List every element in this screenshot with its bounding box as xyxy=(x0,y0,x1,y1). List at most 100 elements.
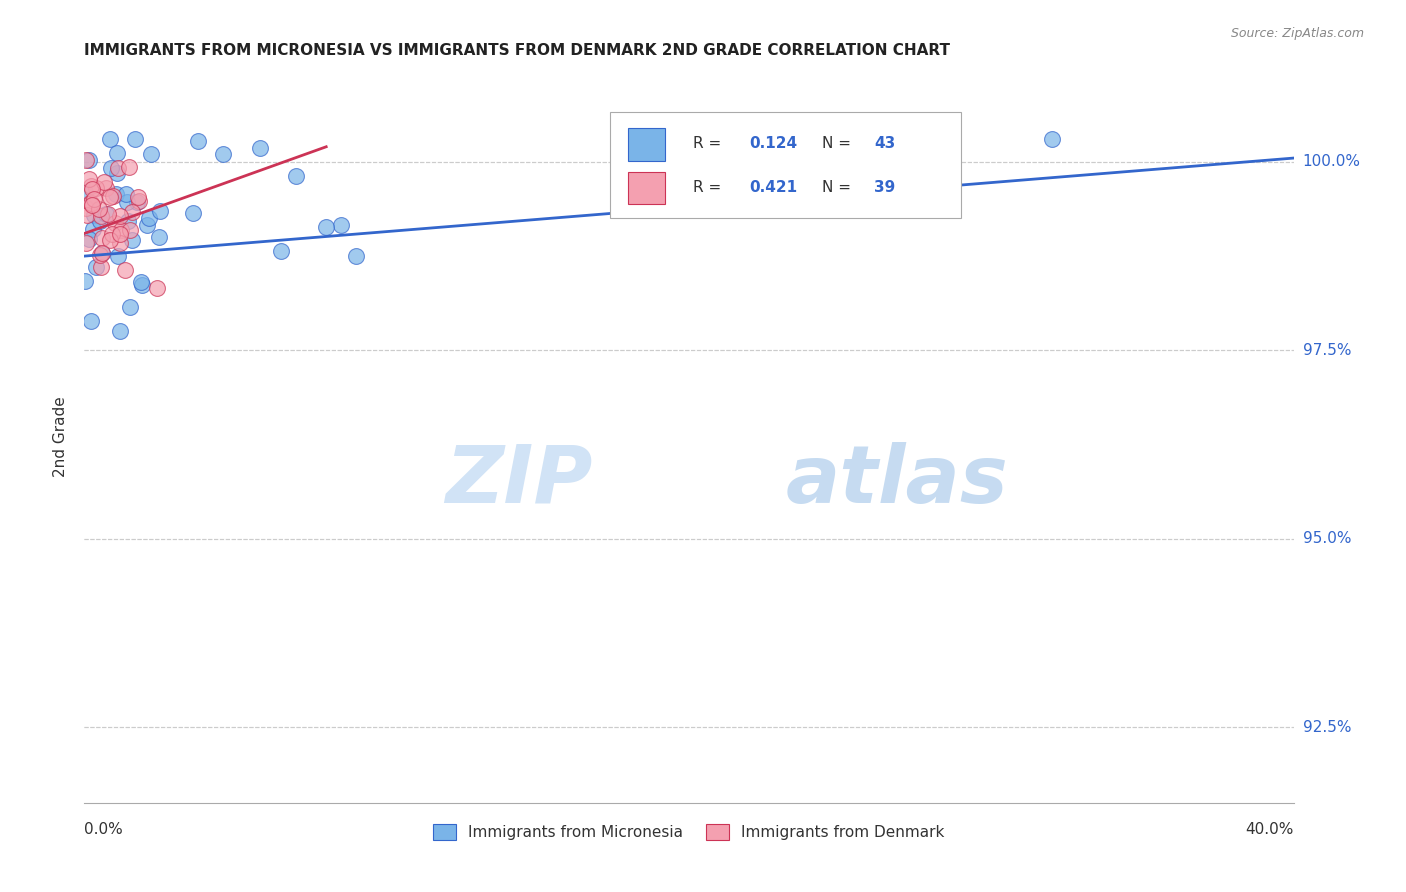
Point xyxy=(127,190,149,204)
Point xyxy=(94,207,117,221)
Point xyxy=(75,201,97,215)
Point xyxy=(75,185,97,199)
Point xyxy=(80,314,103,328)
Point xyxy=(77,171,100,186)
Point xyxy=(105,146,128,161)
Text: 0.124: 0.124 xyxy=(749,136,797,152)
Point xyxy=(90,260,112,274)
Point xyxy=(270,244,292,259)
Point xyxy=(108,227,131,241)
Point xyxy=(138,211,160,226)
Point xyxy=(108,209,131,223)
Point xyxy=(90,246,112,260)
Point xyxy=(80,198,103,212)
Text: 43: 43 xyxy=(875,136,896,152)
Point xyxy=(117,160,139,174)
Point xyxy=(117,195,139,210)
Point xyxy=(110,223,132,237)
Point xyxy=(187,135,209,149)
Point xyxy=(73,274,96,288)
Point xyxy=(1040,132,1063,146)
Point xyxy=(285,169,308,184)
Point xyxy=(101,188,124,202)
Text: ZIP: ZIP xyxy=(444,442,592,520)
Point xyxy=(97,207,120,221)
Point xyxy=(83,208,105,222)
Point xyxy=(104,187,127,202)
Point xyxy=(94,181,117,195)
Point xyxy=(84,181,107,195)
Point xyxy=(80,178,103,193)
Text: IMMIGRANTS FROM MICRONESIA VS IMMIGRANTS FROM DENMARK 2ND GRADE CORRELATION CHAR: IMMIGRANTS FROM MICRONESIA VS IMMIGRANTS… xyxy=(84,43,950,58)
Point xyxy=(249,141,271,155)
Point xyxy=(107,161,129,176)
Legend: Immigrants from Micronesia, Immigrants from Denmark: Immigrants from Micronesia, Immigrants f… xyxy=(427,818,950,847)
Point xyxy=(89,248,111,262)
Point xyxy=(101,227,124,241)
Point xyxy=(80,182,103,196)
Point xyxy=(100,161,122,175)
Point xyxy=(346,248,368,262)
Point xyxy=(145,281,167,295)
Point xyxy=(124,132,146,146)
Point xyxy=(108,324,131,338)
Point xyxy=(114,263,136,277)
Point xyxy=(91,231,114,245)
Text: 97.5%: 97.5% xyxy=(1302,343,1351,358)
Point xyxy=(84,260,107,274)
Point xyxy=(89,202,111,216)
Point xyxy=(120,223,142,237)
Point xyxy=(93,175,115,189)
Text: 0.0%: 0.0% xyxy=(84,822,124,837)
Point xyxy=(104,216,127,230)
Point xyxy=(212,147,235,161)
Point xyxy=(110,235,132,250)
Point xyxy=(98,132,121,146)
Point xyxy=(77,153,100,168)
Y-axis label: 2nd Grade: 2nd Grade xyxy=(52,397,67,477)
Point xyxy=(77,231,100,245)
Point xyxy=(98,233,121,247)
Text: 40.0%: 40.0% xyxy=(1246,822,1294,837)
Point xyxy=(98,190,121,204)
Text: 39: 39 xyxy=(875,180,896,195)
Point xyxy=(148,230,170,244)
Point xyxy=(330,218,353,232)
Point xyxy=(315,220,337,235)
Point xyxy=(90,209,112,223)
Text: 95.0%: 95.0% xyxy=(1302,532,1351,547)
Bar xyxy=(628,128,665,161)
Text: 100.0%: 100.0% xyxy=(1302,154,1361,169)
Point xyxy=(90,246,112,260)
Point xyxy=(118,301,141,315)
Point xyxy=(75,235,97,250)
Point xyxy=(141,146,163,161)
Text: atlas: atlas xyxy=(786,442,1008,520)
Point xyxy=(80,195,103,210)
Text: N =: N = xyxy=(823,136,856,152)
Point xyxy=(149,204,172,219)
Point xyxy=(117,213,139,227)
Point xyxy=(76,208,98,222)
Point xyxy=(128,194,150,209)
Text: N =: N = xyxy=(823,180,856,195)
Point xyxy=(121,205,143,219)
Point xyxy=(79,196,101,211)
Text: R =: R = xyxy=(693,180,725,195)
Bar xyxy=(628,171,665,204)
Point xyxy=(131,277,153,292)
Point xyxy=(82,221,104,235)
Point xyxy=(115,186,138,201)
Point xyxy=(75,153,97,167)
Point xyxy=(80,198,103,212)
Point xyxy=(129,275,152,289)
Text: R =: R = xyxy=(693,136,725,152)
Point xyxy=(89,214,111,228)
Point xyxy=(121,233,143,247)
Point xyxy=(125,195,148,210)
Point xyxy=(83,192,105,206)
Point xyxy=(107,249,129,263)
Point xyxy=(181,206,204,220)
Text: Source: ZipAtlas.com: Source: ZipAtlas.com xyxy=(1230,27,1364,40)
Point xyxy=(105,165,128,179)
